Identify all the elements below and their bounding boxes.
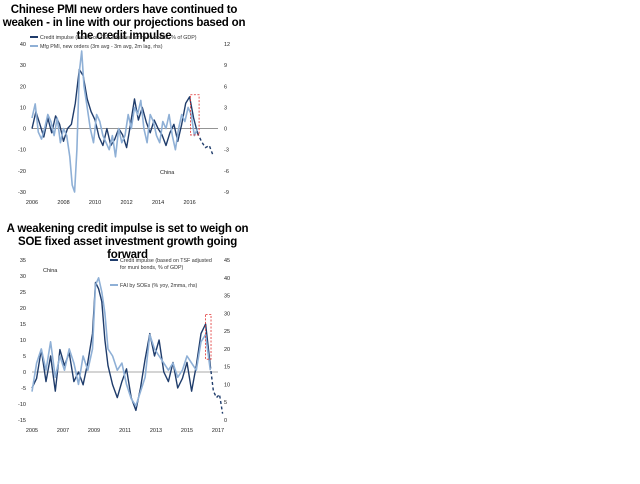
chart1-ytick-label: 40: [20, 42, 26, 48]
chart1-y2tick-label: 6: [224, 84, 227, 90]
chart1-xtick-label: 2016: [184, 200, 196, 206]
chart2-ytick-label: -5: [21, 386, 26, 392]
chart1-ytick-label: 0: [23, 127, 26, 133]
chart2-ytick-label: 35: [20, 258, 26, 264]
chart2-ytick-label: 0: [23, 370, 26, 376]
chart2-xtick-label: 2013: [150, 428, 162, 434]
chart2-y2tick-label: 40: [224, 276, 230, 282]
chart2-y2tick-label: 0: [224, 418, 227, 424]
chart2-ytick-label: 10: [20, 338, 26, 344]
chart1-xtick-label: 2014: [152, 200, 164, 206]
chart2-y2tick-label: 30: [224, 311, 230, 317]
chart2-svg: -15 -10 -5 0 5 10 15 20 25 30 35 0 5 10 15 20 25 30 35 40 45…: [18, 258, 230, 434]
chart1-ytick-label: 30: [20, 63, 26, 69]
chart2-ytick-label: -10: [18, 402, 26, 408]
chart1-annotation: China: [160, 170, 175, 176]
chart2-series: [31, 276, 224, 414]
chart1-xtick-label: 2008: [57, 200, 69, 206]
chart2-ytick-label: 30: [20, 274, 26, 280]
chart2-ytick-label: 20: [20, 306, 26, 312]
chart1-xtick-label: 2010: [89, 200, 101, 206]
chart1-legend: Credit impulse (based on TSF adjusted fo…: [30, 35, 197, 50]
chart2-legend: Credit impulse (based on TSF adjustedfor…: [110, 258, 212, 289]
chart2-title: A weakening credit impulse is set to wei…: [6, 223, 249, 261]
chart2-xtick-label: 2007: [57, 428, 69, 434]
chart1-series-line-1: [196, 132, 214, 157]
chart1-y2tick-label: 12: [224, 42, 230, 48]
chart2-ytick-label: 15: [20, 322, 26, 328]
chart1-xtick-label: 2012: [120, 200, 132, 206]
chart2-series-line-0: [31, 281, 211, 412]
chart1-legend-label: Credit impulse (based on TSF adjusted fo…: [40, 35, 197, 41]
chart1-y2tick-label: 0: [224, 127, 227, 133]
chart2-y2tick-label: 10: [224, 382, 230, 388]
chart1-highlight-box: [190, 94, 200, 136]
chart2-legend-label: for muni bonds, % of GDP): [120, 265, 184, 271]
chart1-series-line-2: [31, 50, 199, 193]
chart2-y2tick-label: 5: [224, 400, 227, 406]
chart2-y2tick-label: 25: [224, 329, 230, 335]
chart1-legend-label: Mfg PMI, new orders (3m avg - 3m avg, 2m…: [40, 44, 163, 50]
chart1-title: Chinese PMI new orders have continued to…: [2, 4, 246, 42]
chart1-ytick-label: 20: [20, 84, 26, 90]
chart2-ytick-label: 25: [20, 290, 26, 296]
chart2-xtick-label: 2011: [119, 428, 131, 434]
chart2-series-line-1: [209, 365, 224, 414]
chart2-y2tick-label: 15: [224, 365, 230, 371]
chart2-annotation: China: [43, 268, 58, 274]
chart2-y2tick-label: 35: [224, 294, 230, 300]
chart2-y2tick-label: 20: [224, 347, 230, 353]
chart2-legend-label: Credit impulse (based on TSF adjusted: [120, 258, 212, 264]
chart2-ytick-label: 5: [23, 354, 26, 360]
chart1-y2tick-label: 9: [224, 63, 227, 69]
chart2-xtick-label: 2015: [181, 428, 193, 434]
chart1-ytick-label: -20: [18, 169, 26, 175]
chart1-y2tick-label: -6: [224, 169, 229, 175]
chart2-highlight-box: [205, 314, 212, 360]
chart1-xtick-label: 2006: [26, 200, 38, 206]
chart1-y2tick-label: -3: [224, 148, 229, 154]
chart1-y2tick-label: 3: [224, 105, 227, 111]
chart2-legend-label: FAI by SOEs (% yoy, 2mma, rhs): [120, 283, 198, 289]
chart2-series-line-2: [31, 276, 212, 407]
chart1-y2tick-label: -9: [224, 190, 229, 196]
chart2-ytick-label: -15: [18, 418, 26, 424]
chart1-series-line-0: [31, 68, 199, 149]
chart2-xtick-label: 2009: [88, 428, 100, 434]
chart1-series: [31, 50, 214, 193]
chart2-xtick-label: 2005: [26, 428, 38, 434]
chart2-xtick-label: 2017: [212, 428, 224, 434]
chart1-ytick-label: -30: [18, 190, 26, 196]
chart2-axes: -15 -10 -5 0 5 10 15 20 25 30 35 0 5 10 15 20 25 30 35 40 45…: [18, 258, 230, 434]
chart1-ytick-label: -10: [18, 148, 26, 154]
chart2-y2tick-label: 45: [224, 258, 230, 264]
chart1-ytick-label: 10: [20, 105, 26, 111]
